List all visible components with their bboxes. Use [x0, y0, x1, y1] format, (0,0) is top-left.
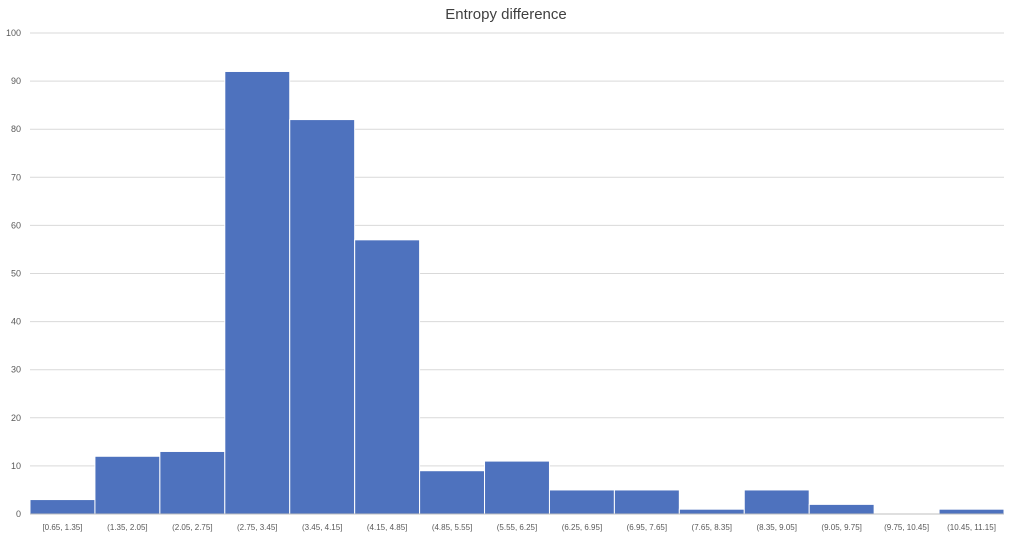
histogram-bar: [484, 460, 550, 515]
histogram-bar: [613, 489, 680, 515]
x-tick-label: (5.55, 6.25]: [497, 523, 537, 532]
x-tick-label: (4.85, 5.55]: [432, 523, 472, 532]
x-tick-label: (8.35, 9.05]: [756, 523, 796, 532]
histogram-bar: [159, 450, 226, 515]
x-tick-label: (9.75, 10.45]: [884, 523, 929, 532]
bars: [29, 70, 1005, 515]
y-tick-label: 0: [16, 509, 21, 519]
histogram-bar: [743, 489, 810, 515]
histogram-bar: [354, 239, 421, 515]
histogram-bar: [808, 503, 875, 515]
histogram-bar: [678, 508, 745, 515]
y-tick-label: 80: [11, 124, 21, 134]
y-tick-label: 90: [11, 76, 21, 86]
chart-title: Entropy difference: [445, 6, 566, 23]
y-tick-label: 20: [11, 413, 21, 423]
histogram-bar: [289, 119, 356, 515]
y-tick-label: 100: [6, 28, 21, 38]
x-tick-label: (2.05, 2.75]: [172, 523, 212, 532]
x-tick-label: (2.75, 3.45]: [237, 523, 277, 532]
x-axis-ticks: [0.65, 1.35] (1.35, 2.05] (2.05, 2.75] (2.7…: [42, 523, 995, 532]
histogram-bar: [419, 470, 486, 515]
x-tick-label: (6.25, 6.95]: [562, 523, 602, 532]
x-tick-label: (3.45, 4.15]: [302, 523, 342, 532]
x-tick-label: (4.15, 4.85]: [367, 523, 407, 532]
histogram-bar: [94, 455, 161, 515]
histogram-bar: [224, 70, 291, 515]
x-tick-label: (6.95, 7.65]: [627, 523, 667, 532]
x-tick-label: [0.65, 1.35]: [42, 523, 82, 532]
x-tick-label: (1.35, 2.05]: [107, 523, 147, 532]
histogram-bar: [548, 489, 615, 515]
gridlines: [30, 32, 1004, 467]
x-tick-label: (9.05, 9.75]: [821, 523, 861, 532]
y-axis-ticks: 0 10 20 30 40 50 60 70 80 90 100: [6, 28, 21, 519]
y-tick-label: 50: [11, 269, 21, 279]
x-tick-label: (7.65, 8.35]: [692, 523, 732, 532]
y-tick-label: 70: [11, 172, 21, 182]
y-tick-label: 60: [11, 220, 21, 230]
y-tick-label: 10: [11, 461, 21, 471]
y-tick-label: 30: [11, 365, 21, 375]
x-tick-label: (10.45, 11.15]: [947, 523, 996, 532]
histogram-bar: [938, 508, 1005, 515]
histogram-bar: [29, 499, 96, 515]
y-tick-label: 40: [11, 317, 21, 327]
